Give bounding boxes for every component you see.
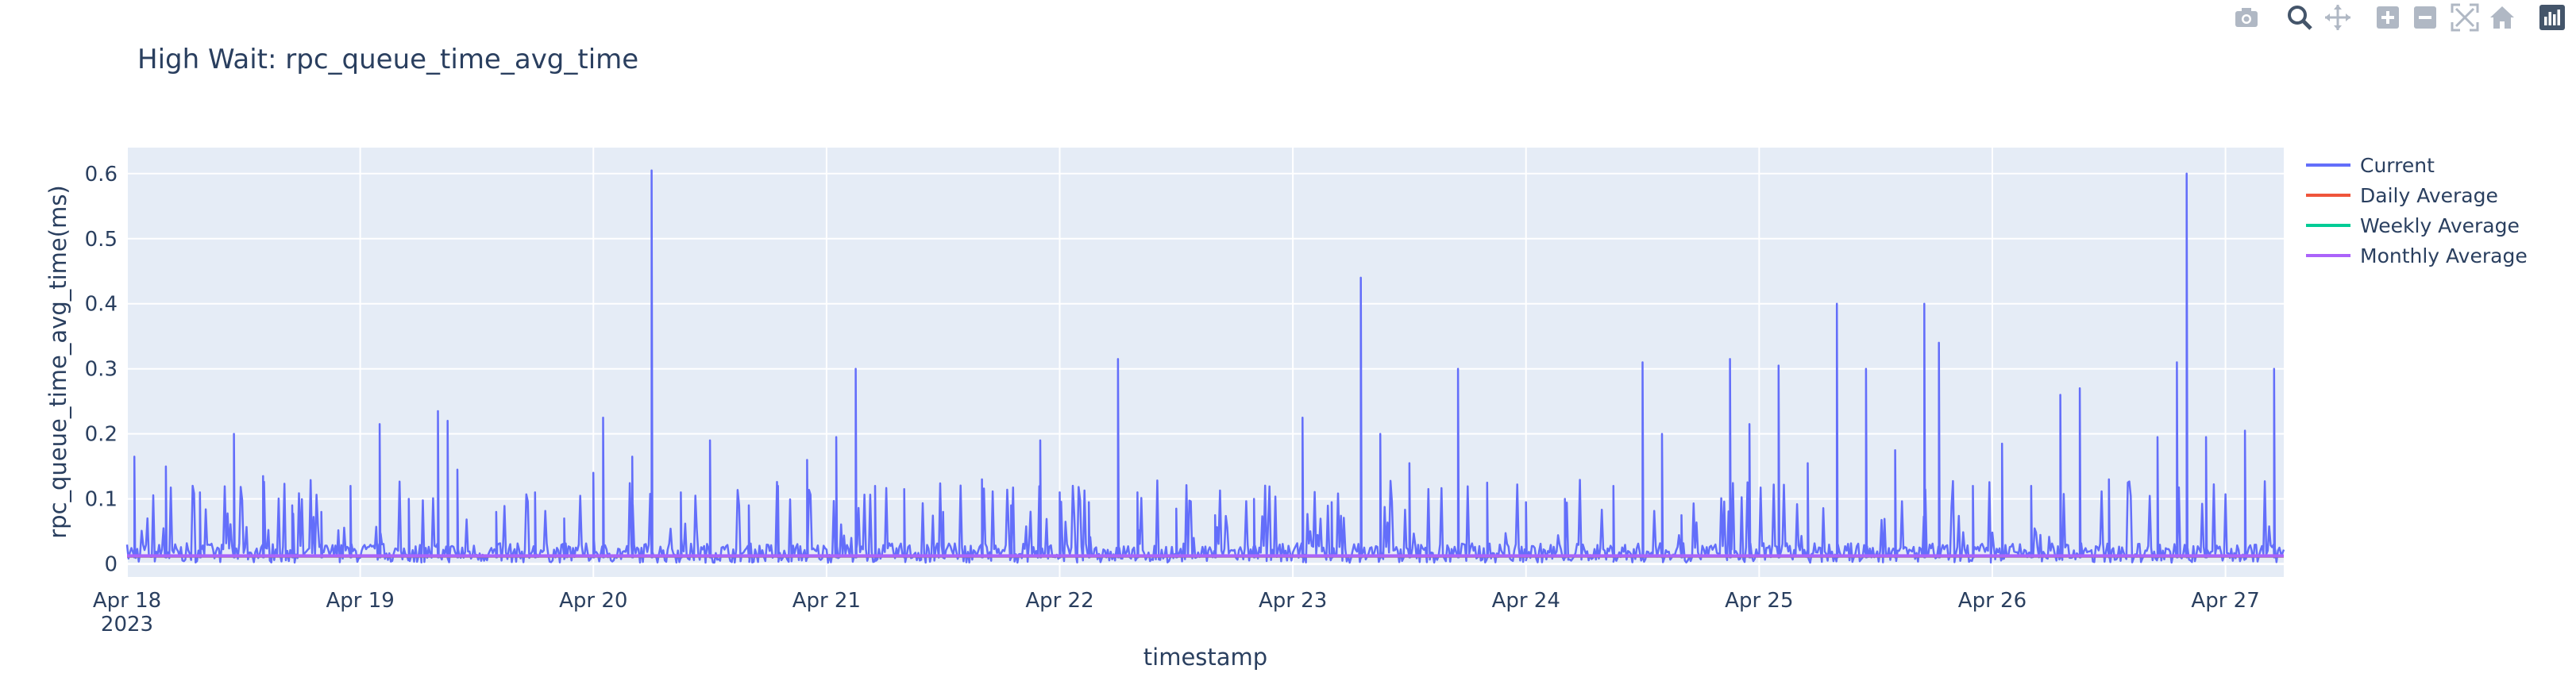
camera-icon[interactable] (2235, 8, 2258, 27)
x-tick-sublabel: 2023 (101, 613, 153, 636)
y-tick-label: 0.6 (85, 163, 118, 187)
legend-label: Monthly Average (2360, 244, 2528, 267)
series-layer (125, 169, 2285, 564)
y-tick-label: 0.1 (85, 488, 118, 512)
legend-item[interactable]: Monthly Average (2306, 244, 2528, 267)
x-tick-label: Apr 25 (1725, 589, 1793, 613)
x-axis-title: timestamp (1143, 644, 1267, 671)
legend-item[interactable]: Current (2306, 154, 2435, 177)
x-tick-label: Apr 18 (93, 589, 161, 613)
y-axis: 0 0.1 0.2 0.3 0.4 0.5 0.6 (85, 163, 118, 577)
x-tick-label: Apr 23 (1259, 589, 1327, 613)
x-tick-label: Apr 27 (2191, 589, 2259, 613)
y-tick-label: 0.5 (85, 228, 118, 252)
plot-area (127, 148, 2284, 577)
zoom-icon[interactable] (2288, 6, 2312, 30)
x-tick-label: Apr 21 (792, 589, 861, 613)
y-tick-label: 0.2 (85, 423, 118, 447)
legend-item[interactable]: Weekly Average (2306, 214, 2520, 237)
legend-label: Current (2360, 154, 2435, 177)
autoscale-icon[interactable] (2451, 3, 2479, 32)
x-tick-label: Apr 20 (559, 589, 627, 613)
x-tick-label: Apr 26 (1958, 589, 2026, 613)
pan-icon[interactable] (2325, 5, 2350, 30)
legend-item[interactable]: Daily Average (2306, 184, 2498, 207)
zoom-in-icon[interactable] (2377, 6, 2399, 29)
plotly-logo-icon[interactable] (2539, 5, 2565, 30)
modebar (2235, 3, 2565, 32)
y-tick-label: 0.3 (85, 358, 118, 382)
y-tick-label: 0.4 (85, 293, 118, 317)
x-tick-label: Apr 19 (326, 589, 394, 613)
x-tick-label: Apr 24 (1492, 589, 1560, 613)
x-tick-label: Apr 22 (1025, 589, 1093, 613)
legend-label: Weekly Average (2360, 214, 2520, 237)
legend: Current Daily Average Weekly Average Monthl… (2306, 154, 2528, 267)
legend-label: Daily Average (2360, 184, 2498, 207)
y-tick-label: 0 (104, 553, 118, 577)
zoom-out-icon[interactable] (2414, 6, 2436, 29)
y-axis-title: rpc_queue_time_avg_time(ms) (44, 185, 71, 539)
chart-title: High Wait: rpc_queue_time_avg_time (137, 44, 638, 75)
home-icon[interactable] (2490, 6, 2514, 29)
